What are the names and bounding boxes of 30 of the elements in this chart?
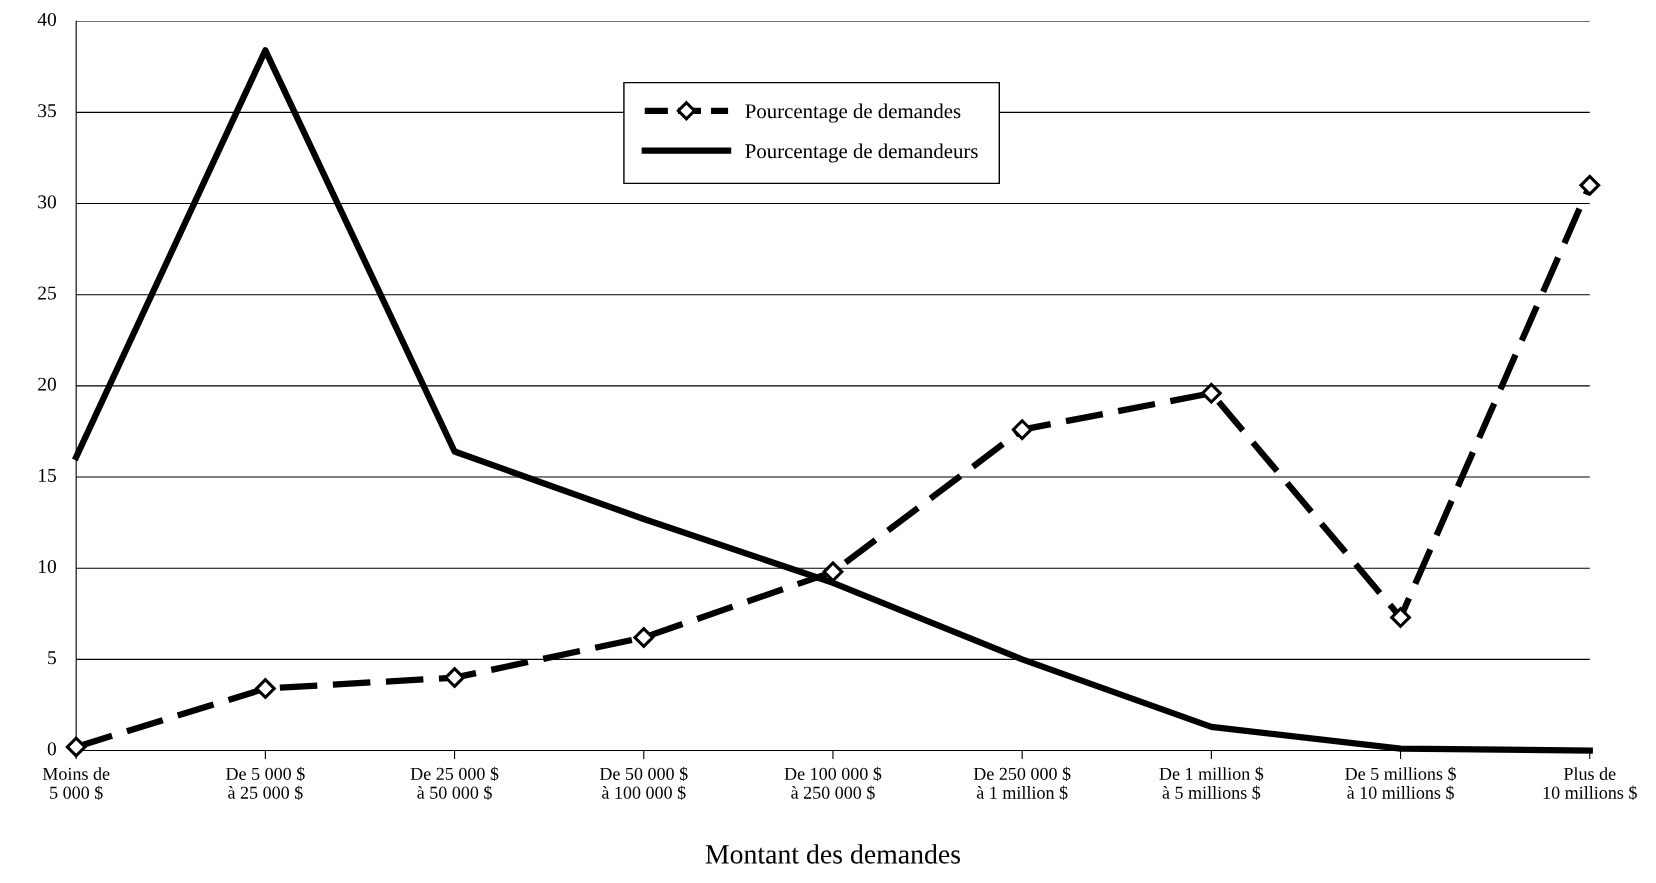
point [1390, 607, 1411, 628]
point [1011, 419, 1033, 440]
y-tick-label: 20 [38, 377, 56, 391]
y-tick-label: 5 [48, 651, 56, 665]
point [1579, 174, 1601, 196]
x-tick-label: De 100 000 $ à 250 000 $ [784, 766, 882, 800]
point [633, 627, 655, 648]
x-tick-label: De 50 000 $ à 100 000 $ [599, 766, 688, 800]
y-tick-label: 10 [39, 559, 56, 574]
x-tick-label: Moins de 5 000 $ [42, 767, 110, 800]
y-tick-label: 25 [38, 286, 56, 300]
point [444, 667, 465, 688]
x-tick-label: De 5 millions $ à 10 millions $ [1345, 766, 1456, 800]
point [1201, 382, 1222, 404]
x-tick-label: Plus de 10 millions $ [1543, 767, 1637, 800]
legend-label: Pourcentage de demandeurs [745, 143, 978, 163]
y-tick-label: 35 [38, 104, 56, 118]
x-axis-title: Montant des demandes [705, 844, 961, 864]
legend-label: Pourcentage de demandes [745, 103, 961, 123]
point [65, 736, 87, 758]
x-tick-label: De 25 000 $ à 50 000 $ [410, 766, 499, 800]
y-tick-label: 40 [37, 12, 56, 27]
y-tick-label: 30 [38, 195, 56, 209]
point [822, 561, 844, 583]
point [254, 678, 276, 699]
y-tick-label: 0 [47, 742, 56, 756]
x-tick-label: De 5 000 $ à 25 000 $ [226, 766, 305, 800]
y-tick-label: 15 [39, 468, 56, 482]
x-tick-label: De 250 000 $ à 1 million $ [973, 766, 1071, 800]
x-tick-label: De 1 million $ à 5 millions $ [1159, 766, 1264, 800]
